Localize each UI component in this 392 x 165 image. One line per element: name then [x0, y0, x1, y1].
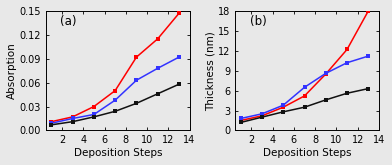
X-axis label: Deposition Steps: Deposition Steps [74, 148, 162, 158]
Y-axis label: Absorption: Absorption [7, 42, 17, 99]
Text: (b): (b) [250, 15, 267, 28]
Y-axis label: Thickness (nm): Thickness (nm) [205, 31, 216, 111]
X-axis label: Deposition Steps: Deposition Steps [263, 148, 352, 158]
Text: (a): (a) [60, 15, 77, 28]
